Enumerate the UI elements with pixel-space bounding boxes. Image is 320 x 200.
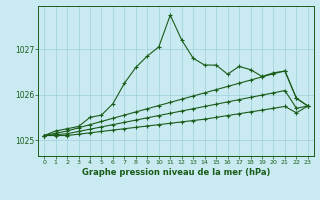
X-axis label: Graphe pression niveau de la mer (hPa): Graphe pression niveau de la mer (hPa) [82,168,270,177]
